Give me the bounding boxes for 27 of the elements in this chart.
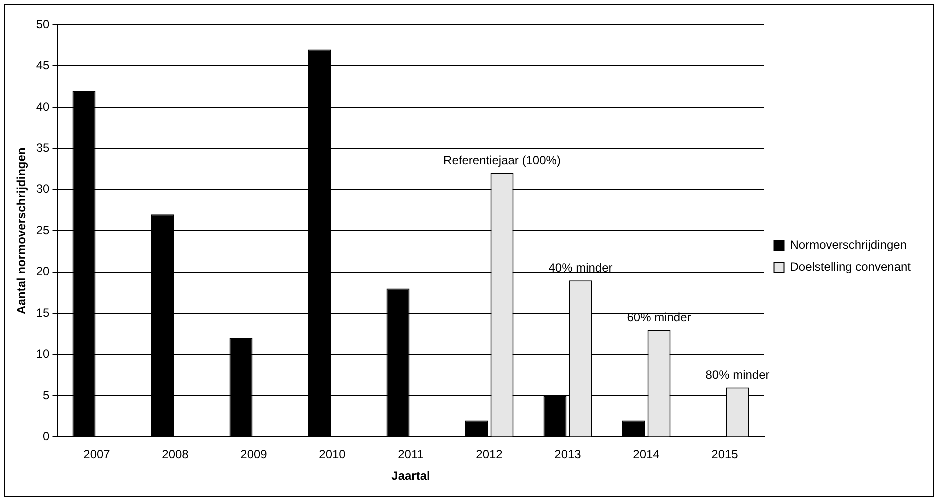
x-tick-label: 2010 <box>319 448 346 462</box>
y-tick-label: 10 <box>36 347 50 362</box>
y-tick-label: 35 <box>36 140 50 155</box>
x-tick-label: 2012 <box>476 448 504 462</box>
x-tick-label: 2007 <box>84 448 111 462</box>
y-axis-title: Aantal normoverschrijdingen <box>14 148 29 314</box>
y-tick-label: 15 <box>36 306 50 320</box>
y-tick-label: 5 <box>43 388 50 402</box>
y-tick-label: 30 <box>36 182 50 196</box>
x-tick-label: 2013 <box>554 448 582 462</box>
x-axis-title: Jaartal <box>392 469 430 484</box>
annotation: Referentiejaar (100%) <box>444 154 561 168</box>
legend-label: Doelstelling convenant <box>790 260 912 274</box>
y-tick-label: 25 <box>36 223 50 238</box>
y-tick-label: 0 <box>43 430 50 444</box>
x-tick-label: 2011 <box>398 448 424 462</box>
annotation: 80% minder <box>706 368 770 382</box>
x-tick-label: 2014 <box>633 448 660 462</box>
annotation: 40% minder <box>548 260 613 275</box>
x-tick-label: 2015 <box>712 448 739 462</box>
y-tick-label: 50 <box>36 17 50 32</box>
x-tick-label: 2008 <box>162 448 190 462</box>
y-tick-label: 20 <box>36 264 50 279</box>
legend-label: Normoverschrijdingen <box>790 238 907 252</box>
y-tick-label: 40 <box>36 100 50 114</box>
x-tick-label: 2009 <box>240 448 268 462</box>
y-tick-label: 45 <box>36 58 50 73</box>
